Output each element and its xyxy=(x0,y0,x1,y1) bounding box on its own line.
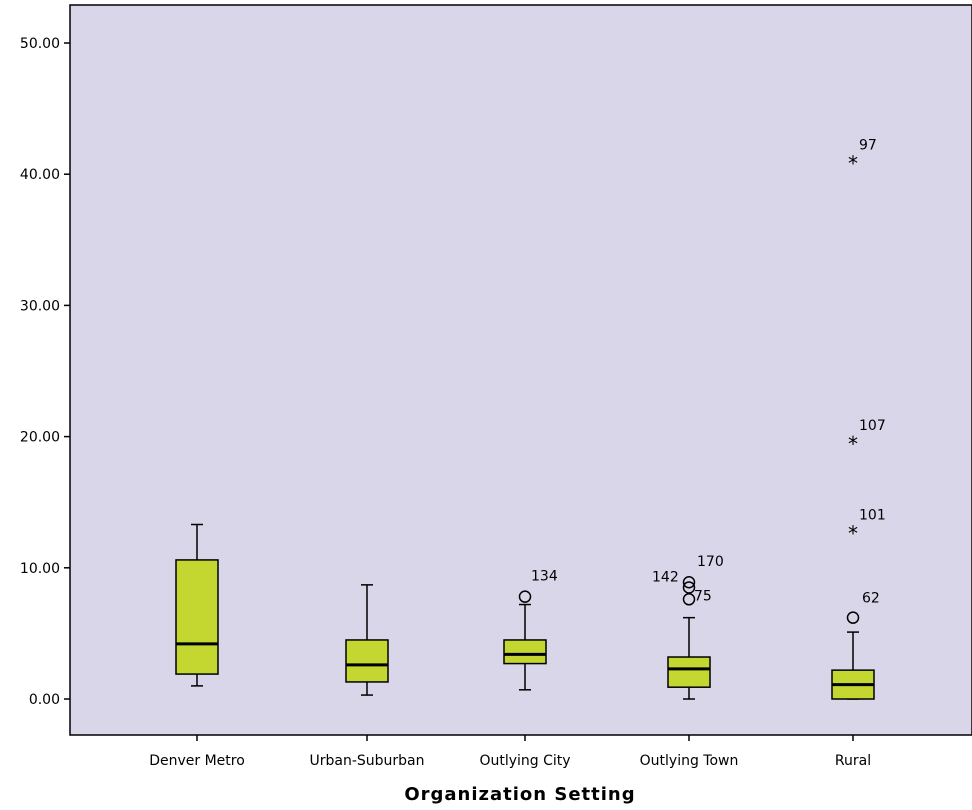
box-iqr xyxy=(345,639,389,683)
outlier-label: 107 xyxy=(859,418,886,434)
y-tick-label: 0.00 xyxy=(29,692,60,708)
outlier-label: 170 xyxy=(697,554,724,570)
x-tick-label: Urban-Suburban xyxy=(309,753,424,769)
outlier-star: * xyxy=(848,521,858,545)
x-axis: Denver Metro Urban-Suburban Outlying City O… xyxy=(149,735,871,769)
outlier-label: 101 xyxy=(859,507,886,523)
box-group: 134 xyxy=(503,569,558,691)
x-tick-label: Rural xyxy=(835,753,871,769)
outlier-star: * xyxy=(848,151,858,175)
x-tick-label: Denver Metro xyxy=(149,753,245,769)
x-axis-title: Organization Setting xyxy=(404,784,635,805)
box-group xyxy=(345,584,389,696)
outlier-circle xyxy=(682,575,696,589)
box-iqr xyxy=(503,639,547,665)
y-tick-label: 10.00 xyxy=(20,561,60,577)
outlier-label: 142 xyxy=(652,569,679,585)
plot-area xyxy=(69,4,972,736)
box-group: 75 142 170 xyxy=(652,554,724,700)
x-tick-label: Outlying Town xyxy=(640,753,739,769)
outlier-label: 62 xyxy=(862,591,880,607)
y-tick-label: 30.00 xyxy=(20,298,60,314)
outlier-star: * xyxy=(848,432,858,456)
box-group xyxy=(175,523,219,687)
outlier-label: 134 xyxy=(531,569,558,585)
y-tick-label: 20.00 xyxy=(20,430,60,446)
outlier-circle xyxy=(682,581,696,594)
y-tick-label: 40.00 xyxy=(20,167,60,183)
box-iqr xyxy=(175,559,219,675)
x-tick-label: Outlying City xyxy=(479,753,570,769)
box-group: 62*101*107*97 xyxy=(831,137,886,700)
outlier-circle xyxy=(518,590,532,603)
y-tick-label: 50.00 xyxy=(20,36,60,52)
outlier-circle xyxy=(846,611,860,624)
outlier-label: 97 xyxy=(859,137,877,153)
outlier-label: 75 xyxy=(694,588,712,604)
y-axis: 0.00 10.00 20.00 30.00 40.00 50.00 xyxy=(20,36,70,708)
outlier-circle xyxy=(682,593,696,606)
box-iqr xyxy=(667,656,711,688)
